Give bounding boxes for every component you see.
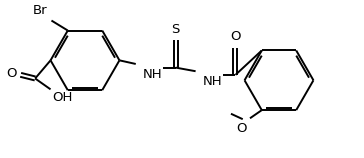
Text: Br: Br: [32, 4, 47, 17]
Text: S: S: [171, 23, 180, 36]
Text: O: O: [236, 122, 246, 135]
Text: O: O: [7, 67, 17, 80]
Text: NH: NH: [143, 68, 163, 81]
Text: O: O: [230, 30, 241, 43]
Text: OH: OH: [52, 91, 73, 104]
Text: NH: NH: [203, 75, 222, 88]
